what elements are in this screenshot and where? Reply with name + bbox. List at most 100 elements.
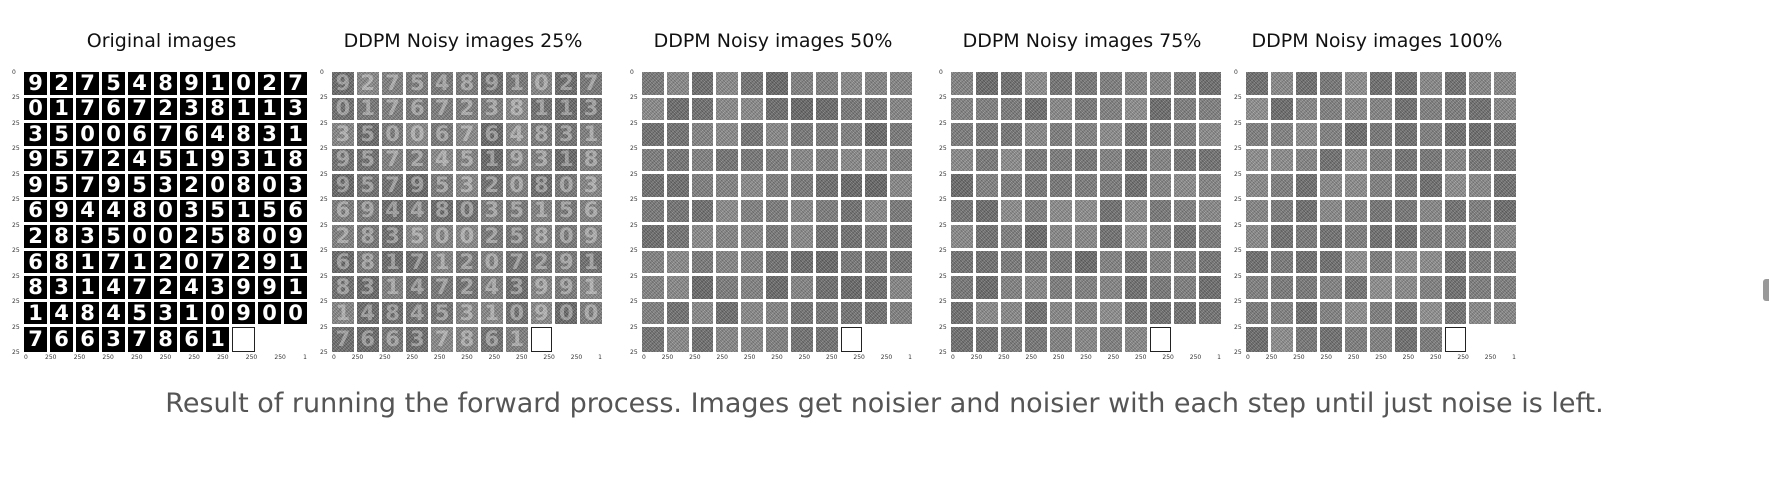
image-tile: 2 bbox=[154, 97, 177, 121]
image-tile bbox=[1075, 327, 1097, 352]
image-tile: 2 bbox=[456, 250, 478, 274]
digit-glyph: 4 bbox=[509, 123, 524, 146]
digit-glyph: 8 bbox=[158, 327, 173, 352]
image-tile bbox=[1075, 199, 1097, 223]
image-tile: 8 bbox=[456, 72, 478, 95]
image-tile: 4 bbox=[102, 276, 125, 299]
image-tile bbox=[1270, 199, 1293, 223]
x-tick-label: 250 bbox=[543, 354, 555, 361]
image-tile bbox=[890, 199, 912, 223]
digit-glyph: 3 bbox=[583, 174, 599, 197]
image-tile bbox=[1149, 301, 1172, 325]
digit-glyph: 0 bbox=[210, 174, 225, 197]
image-tile bbox=[691, 72, 714, 95]
image-tile: 8 bbox=[232, 174, 255, 197]
digit-glyph: 0 bbox=[262, 174, 277, 197]
digit-glyph: 7 bbox=[459, 123, 475, 146]
image-tile: 4 bbox=[406, 276, 429, 299]
image-tile bbox=[1494, 72, 1516, 95]
digit-glyph: 8 bbox=[158, 72, 173, 95]
image-tile bbox=[951, 225, 973, 248]
image-tile bbox=[1419, 199, 1442, 223]
image-tile bbox=[1246, 301, 1268, 325]
image-tile bbox=[1025, 123, 1048, 146]
image-tile bbox=[642, 327, 664, 352]
image-tile: 3 bbox=[356, 276, 379, 299]
digit-glyph: 8 bbox=[360, 225, 376, 248]
image-tile: 5 bbox=[154, 148, 177, 172]
digit-glyph: 8 bbox=[288, 148, 303, 172]
image-tile bbox=[1394, 72, 1417, 95]
digit-glyph: 0 bbox=[459, 225, 475, 248]
image-tile bbox=[890, 148, 912, 172]
y-tick-label: 25 bbox=[320, 145, 328, 153]
image-tile bbox=[716, 148, 739, 172]
image-tile: 1 bbox=[530, 199, 553, 223]
y-tick-label: 0 bbox=[939, 69, 943, 76]
image-tile bbox=[1075, 123, 1097, 146]
image-tile bbox=[1149, 123, 1172, 146]
digit-glyph: 9 bbox=[335, 72, 351, 95]
image-tile: 1 bbox=[50, 97, 73, 121]
y-tick-label: 25 bbox=[939, 170, 947, 178]
digit-glyph: 4 bbox=[385, 199, 400, 223]
image-tile: 1 bbox=[258, 148, 281, 172]
image-tile bbox=[1025, 250, 1048, 274]
image-tile bbox=[890, 276, 912, 299]
scrollbar-handle[interactable] bbox=[1763, 279, 1769, 301]
image-tile bbox=[741, 174, 764, 197]
digit-glyph: 4 bbox=[484, 276, 500, 299]
x-tick-label: 0 bbox=[951, 354, 955, 361]
image-tile bbox=[951, 250, 973, 274]
image-tile: 7 bbox=[76, 148, 99, 172]
image-tile bbox=[766, 225, 788, 248]
digit-glyph: 1 bbox=[288, 250, 303, 274]
image-tile bbox=[716, 97, 739, 121]
y-tick-label: 0 bbox=[1234, 69, 1238, 76]
image-tile bbox=[1419, 148, 1442, 172]
y-tick-label: 25 bbox=[939, 298, 947, 306]
image-tile: 1 bbox=[232, 97, 255, 121]
image-tile: 6 bbox=[24, 199, 47, 223]
x-tick-label: 250 bbox=[1320, 354, 1332, 361]
image-tile bbox=[1320, 327, 1343, 352]
image-tile bbox=[766, 301, 788, 325]
image-tile: 9 bbox=[530, 276, 553, 299]
digit-glyph: 5 bbox=[132, 174, 147, 197]
digit-glyph: 5 bbox=[509, 225, 524, 248]
image-tile bbox=[1124, 250, 1147, 274]
image-tile bbox=[865, 97, 888, 121]
image-tile: 1 bbox=[258, 97, 281, 121]
image-tile bbox=[1099, 97, 1122, 121]
image-tile: 9 bbox=[24, 148, 47, 172]
image-tile bbox=[1370, 123, 1392, 146]
image-tile: 9 bbox=[332, 148, 354, 172]
digit-glyph: 7 bbox=[210, 250, 225, 274]
image-tile bbox=[1199, 225, 1221, 248]
image-tile: 8 bbox=[381, 301, 404, 325]
image-tile bbox=[1246, 123, 1268, 146]
x-tick-labels: 0 250 250 250 250 250 250 250 250 250 1 bbox=[642, 354, 912, 361]
x-tick-label: 250 bbox=[102, 354, 114, 361]
image-tile: 1 bbox=[580, 123, 602, 146]
digit-glyph: 0 bbox=[80, 123, 95, 146]
image-tile: 6 bbox=[580, 199, 602, 223]
image-tile: 0 bbox=[456, 225, 478, 248]
image-tile bbox=[1345, 327, 1368, 352]
image-tile bbox=[815, 301, 838, 325]
digit-glyph: 1 bbox=[262, 97, 277, 121]
digit-glyph: 0 bbox=[210, 301, 225, 325]
image-tile bbox=[1469, 225, 1492, 248]
image-tile bbox=[1199, 276, 1221, 299]
image-tile: 2 bbox=[180, 174, 203, 197]
image-tile bbox=[1394, 327, 1417, 352]
digit-glyph: 9 bbox=[509, 148, 524, 172]
image-tile bbox=[766, 250, 788, 274]
image-tile bbox=[1149, 97, 1172, 121]
image-tile: 0 bbox=[154, 225, 177, 248]
digit-glyph: 4 bbox=[434, 72, 450, 95]
image-tile bbox=[840, 250, 863, 274]
image-tile: 9 bbox=[530, 301, 553, 325]
digit-glyph: 8 bbox=[385, 301, 400, 325]
image-tile: 9 bbox=[102, 174, 125, 197]
